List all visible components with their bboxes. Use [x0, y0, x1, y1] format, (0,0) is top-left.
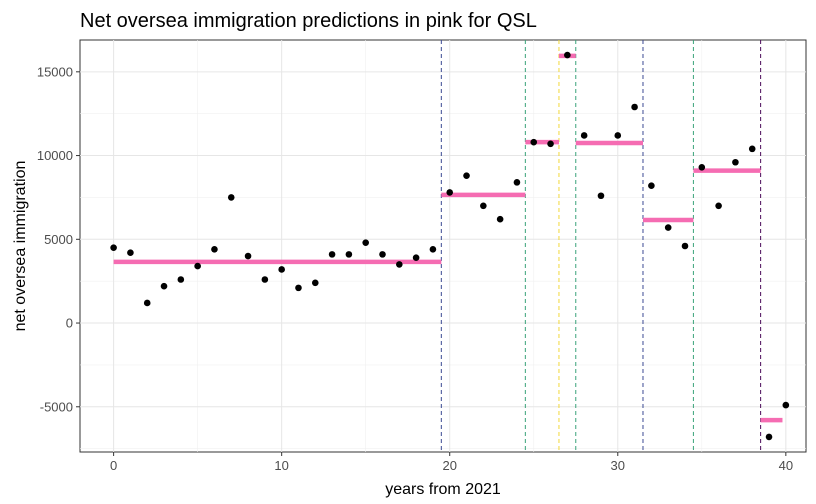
data-point	[261, 276, 269, 283]
data-point	[412, 254, 420, 262]
data-point	[379, 251, 386, 258]
data-point	[681, 242, 689, 250]
data-point	[177, 276, 185, 283]
y-tick-label: 10000	[37, 148, 73, 163]
prediction-segments	[113, 53, 783, 423]
data-point	[496, 215, 504, 223]
data-point	[429, 246, 437, 253]
data-point	[614, 132, 622, 139]
chart-title: Net oversea immigration predictions in p…	[80, 10, 537, 32]
data-point	[732, 158, 739, 166]
x-axis-title: years from 2021	[385, 481, 501, 498]
data-point	[782, 401, 790, 409]
data-point	[480, 202, 487, 210]
data-point	[631, 103, 638, 111]
data-point	[765, 433, 773, 441]
data-point	[227, 194, 235, 201]
data-point	[295, 284, 302, 292]
data-point	[362, 239, 369, 246]
x-tick-label: 0	[110, 458, 117, 473]
data-point	[311, 279, 319, 287]
data-point	[547, 140, 554, 148]
data-point	[143, 299, 151, 307]
data-points	[110, 51, 790, 441]
data-point	[530, 138, 538, 146]
data-point	[664, 224, 672, 231]
data-point	[564, 51, 571, 59]
data-point	[194, 262, 201, 270]
y-tick-label: 15000	[37, 64, 73, 79]
data-point	[278, 266, 285, 273]
data-point	[328, 251, 336, 258]
data-point	[513, 179, 521, 186]
data-point	[446, 189, 454, 196]
x-tick-label: 30	[611, 458, 625, 473]
data-point	[463, 172, 470, 179]
data-point	[715, 202, 722, 210]
data-point	[160, 282, 168, 290]
data-point	[345, 251, 353, 258]
data-point	[396, 261, 403, 268]
data-point	[648, 182, 655, 190]
data-point	[211, 246, 218, 253]
x-tick-label: 20	[442, 458, 456, 473]
y-tick-label: -5000	[40, 399, 73, 414]
data-point	[127, 249, 134, 256]
y-axis-ticks: -5000 0 5000 10000 15000	[37, 64, 80, 414]
plot-panel	[79, 39, 807, 453]
y-axis-title: net oversea immigration	[12, 161, 29, 332]
x-tick-label: 10	[274, 458, 288, 473]
change-point-lines	[440, 40, 762, 452]
data-point	[244, 252, 252, 260]
data-point	[597, 192, 605, 200]
grid-lines	[80, 40, 806, 452]
y-tick-label: 0	[66, 316, 73, 331]
data-point	[748, 145, 756, 153]
data-point	[698, 163, 706, 171]
data-point	[580, 132, 588, 139]
y-tick-label: 5000	[44, 232, 73, 247]
data-point	[110, 244, 117, 251]
x-axis-ticks: 0 10 20 30 40	[110, 452, 793, 473]
x-tick-label: 40	[779, 458, 793, 473]
